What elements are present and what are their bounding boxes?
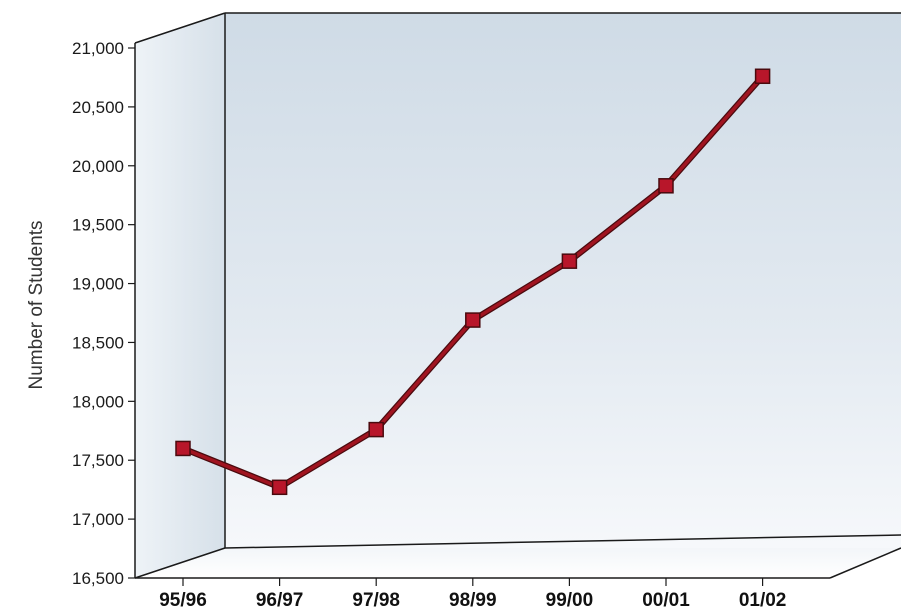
y-tick-label: 19,500	[72, 216, 124, 235]
frame-line	[829, 547, 901, 579]
y-axis-ticks: 16,500 17,000 17,500 18,000 18,500 19,000 19,5…	[72, 39, 135, 588]
frame-line	[134, 12, 226, 44]
y-tick-label: 19,000	[72, 275, 124, 294]
x-tick-label: 96/97	[256, 590, 304, 611]
y-tick-label: 20,500	[72, 98, 124, 117]
data-point-marker	[175, 440, 191, 457]
x-axis-ticks: 95/96 96/97 97/98 98/99 99/00 00/01 01/02	[159, 578, 786, 611]
data-point-marker	[271, 479, 288, 496]
frame-line	[224, 534, 901, 549]
y-tick-label: 20,000	[72, 157, 124, 176]
y-tick-label: 18,500	[72, 333, 124, 352]
data-point-marker	[658, 178, 674, 194]
x-tick-label: 01/02	[739, 590, 787, 611]
y-axis-label: Number of Students	[26, 221, 47, 390]
x-tick-label: 98/99	[449, 590, 497, 611]
y-tick-label: 21,000	[72, 39, 124, 58]
plot-box	[134, 12, 901, 579]
data-point-marker	[368, 421, 384, 438]
data-point-marker	[561, 253, 578, 269]
x-tick-label: 99/00	[546, 590, 594, 611]
y-tick-label: 16,500	[72, 569, 124, 588]
data-point-marker	[754, 68, 771, 85]
x-tick-label: 00/01	[642, 590, 690, 611]
floor	[135, 548, 901, 578]
y-tick-label: 17,500	[72, 451, 124, 470]
side-wall	[135, 13, 225, 578]
y-tick-label: 17,000	[72, 510, 124, 529]
back-wall	[225, 13, 901, 548]
x-tick-label: 95/96	[159, 590, 207, 611]
y-tick-label: 18,000	[72, 392, 124, 411]
x-tick-label: 97/98	[352, 590, 400, 611]
series-students	[175, 68, 771, 496]
data-point-marker	[465, 312, 481, 328]
frame-line	[134, 547, 226, 579]
